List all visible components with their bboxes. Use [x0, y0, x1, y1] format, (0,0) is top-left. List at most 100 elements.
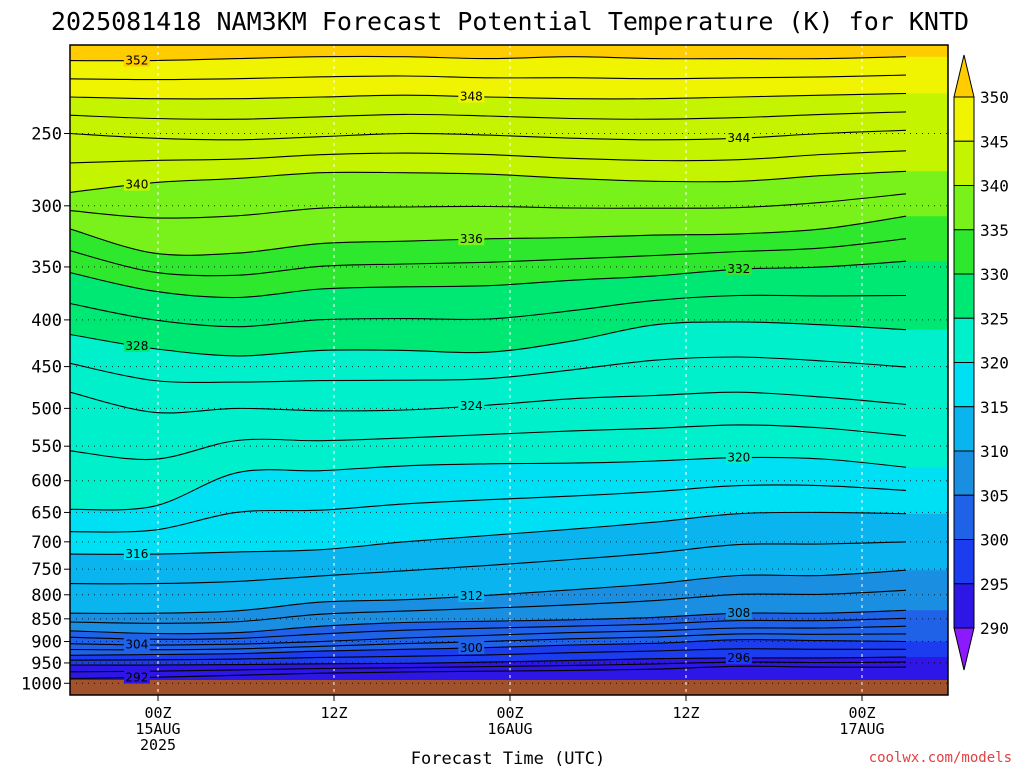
- contour-label-bg: [725, 262, 752, 276]
- contour-304: [70, 625, 907, 646]
- colorbar-box: [953, 494, 975, 540]
- contour-312: [70, 569, 907, 614]
- contour-334: [70, 238, 907, 277]
- contour-318: [70, 484, 907, 533]
- grid-lines: [70, 45, 948, 695]
- colorbar-label: 335: [980, 221, 1009, 240]
- contour-label-bg: [123, 53, 150, 67]
- x-tick-label: 2025: [140, 736, 176, 754]
- contour-label-bg: [725, 650, 752, 664]
- contour-314: [70, 541, 907, 585]
- contour-label-bg: [458, 89, 485, 103]
- contour-330: [70, 294, 907, 328]
- plot-frame: [69, 44, 949, 696]
- contour-label-348: 348: [460, 90, 483, 104]
- contour-320: [70, 456, 907, 511]
- contour-346: [70, 111, 907, 120]
- x-axis-title: Forecast Time (UTC): [411, 749, 605, 768]
- y-tick-label: 250: [31, 124, 62, 144]
- contour-label-bg: [458, 640, 485, 654]
- contour-label-bg: [458, 399, 485, 413]
- chart-title: 2025081418 NAM3KM Forecast Potential Tem…: [51, 7, 969, 36]
- colorbar-label: 330: [980, 265, 1009, 284]
- contour-label-bg: [123, 670, 150, 684]
- contour-label-312: 312: [460, 589, 483, 603]
- x-tick-label: 12Z: [320, 704, 347, 722]
- y-tick-label: 1000: [21, 674, 62, 694]
- contour-308: [70, 609, 907, 635]
- contour-label-332: 332: [727, 262, 750, 276]
- colorbar-box: [953, 362, 975, 408]
- contour-348: [70, 92, 907, 100]
- contour-294: [70, 661, 907, 673]
- colorbar-box: [953, 317, 975, 363]
- y-tick-label: 850: [31, 610, 62, 630]
- colorbar-box: [953, 229, 975, 275]
- y-axis: 2503003504004505005506006507007508008509…: [21, 124, 70, 694]
- colorbar-box: [953, 539, 975, 585]
- contour-306: [70, 617, 907, 640]
- contour-label-340: 340: [125, 178, 148, 192]
- x-tick-label: 16AUG: [487, 720, 532, 738]
- colorbar-label: 290: [980, 619, 1009, 638]
- contour-316: [70, 511, 907, 555]
- y-tick-label: 700: [31, 533, 62, 553]
- contour-324: [70, 391, 907, 414]
- contour-label-344: 344: [727, 131, 750, 145]
- colorbar-box: [953, 450, 975, 496]
- y-tick-label: 800: [31, 586, 62, 606]
- contour-label-316: 316: [125, 547, 148, 561]
- y-tick-label: 500: [31, 399, 62, 419]
- y-tick-label: 600: [31, 472, 62, 492]
- contour-338: [70, 193, 907, 219]
- contour-label-bg: [123, 547, 150, 561]
- colorbar: 290 295 300 305 310 315 320 325 330 335 340 345 350: [953, 54, 1009, 671]
- contour-326: [70, 356, 907, 384]
- plot-area: 352 348 344 340 336 332 328 324 320 316 312 308 304 3…: [70, 45, 948, 695]
- contour-label-bg: [123, 177, 150, 191]
- band-352: [70, 45, 948, 61]
- y-tick-label: 650: [31, 503, 62, 523]
- y-tick-label: 350: [31, 258, 62, 278]
- contour-label-bg: [725, 131, 752, 145]
- contour-296: [70, 656, 907, 666]
- contour-lines: [70, 55, 907, 680]
- contour-label-bg: [123, 338, 150, 352]
- x-tick-label: 00Z: [144, 704, 171, 722]
- contour-332: [70, 260, 907, 299]
- credit-text: coolwx.com/models: [869, 750, 1012, 766]
- contour-302: [70, 633, 907, 651]
- colorbar-box: [953, 96, 975, 142]
- contour-label-320: 320: [727, 451, 750, 465]
- colorbar-label: 305: [980, 486, 1009, 505]
- y-tick-label: 450: [31, 358, 62, 378]
- y-tick-label: 750: [31, 560, 62, 580]
- colorbar-label: 325: [980, 309, 1009, 328]
- contour-340: [70, 170, 907, 193]
- y-tick-label: 900: [31, 632, 62, 652]
- contour-292: [70, 665, 907, 680]
- x-tick-label: 15AUG: [135, 720, 180, 738]
- colorbar-box: [953, 406, 975, 452]
- contour-label-308: 308: [727, 606, 750, 620]
- colorbar-label: 315: [980, 398, 1009, 417]
- contour-label-324: 324: [460, 399, 483, 413]
- contour-328: [70, 321, 907, 357]
- colorbar-label: 295: [980, 575, 1009, 594]
- contour-label-bg: [725, 450, 752, 464]
- contour-label-300: 300: [460, 641, 483, 655]
- x-tick-label: 00Z: [848, 704, 875, 722]
- contour-label-bg: [123, 637, 150, 651]
- contour-label-bg: [458, 232, 485, 246]
- colorbar-label: 310: [980, 442, 1009, 461]
- contour-336: [70, 215, 907, 256]
- colorbar-label: 320: [980, 354, 1009, 373]
- colorbar-box: [953, 140, 975, 186]
- contour-label-bg: [458, 589, 485, 603]
- contour-352: [70, 55, 907, 62]
- contour-label-296: 296: [727, 651, 750, 665]
- colorbar-label: 340: [980, 177, 1009, 196]
- ground-layer: [70, 680, 948, 695]
